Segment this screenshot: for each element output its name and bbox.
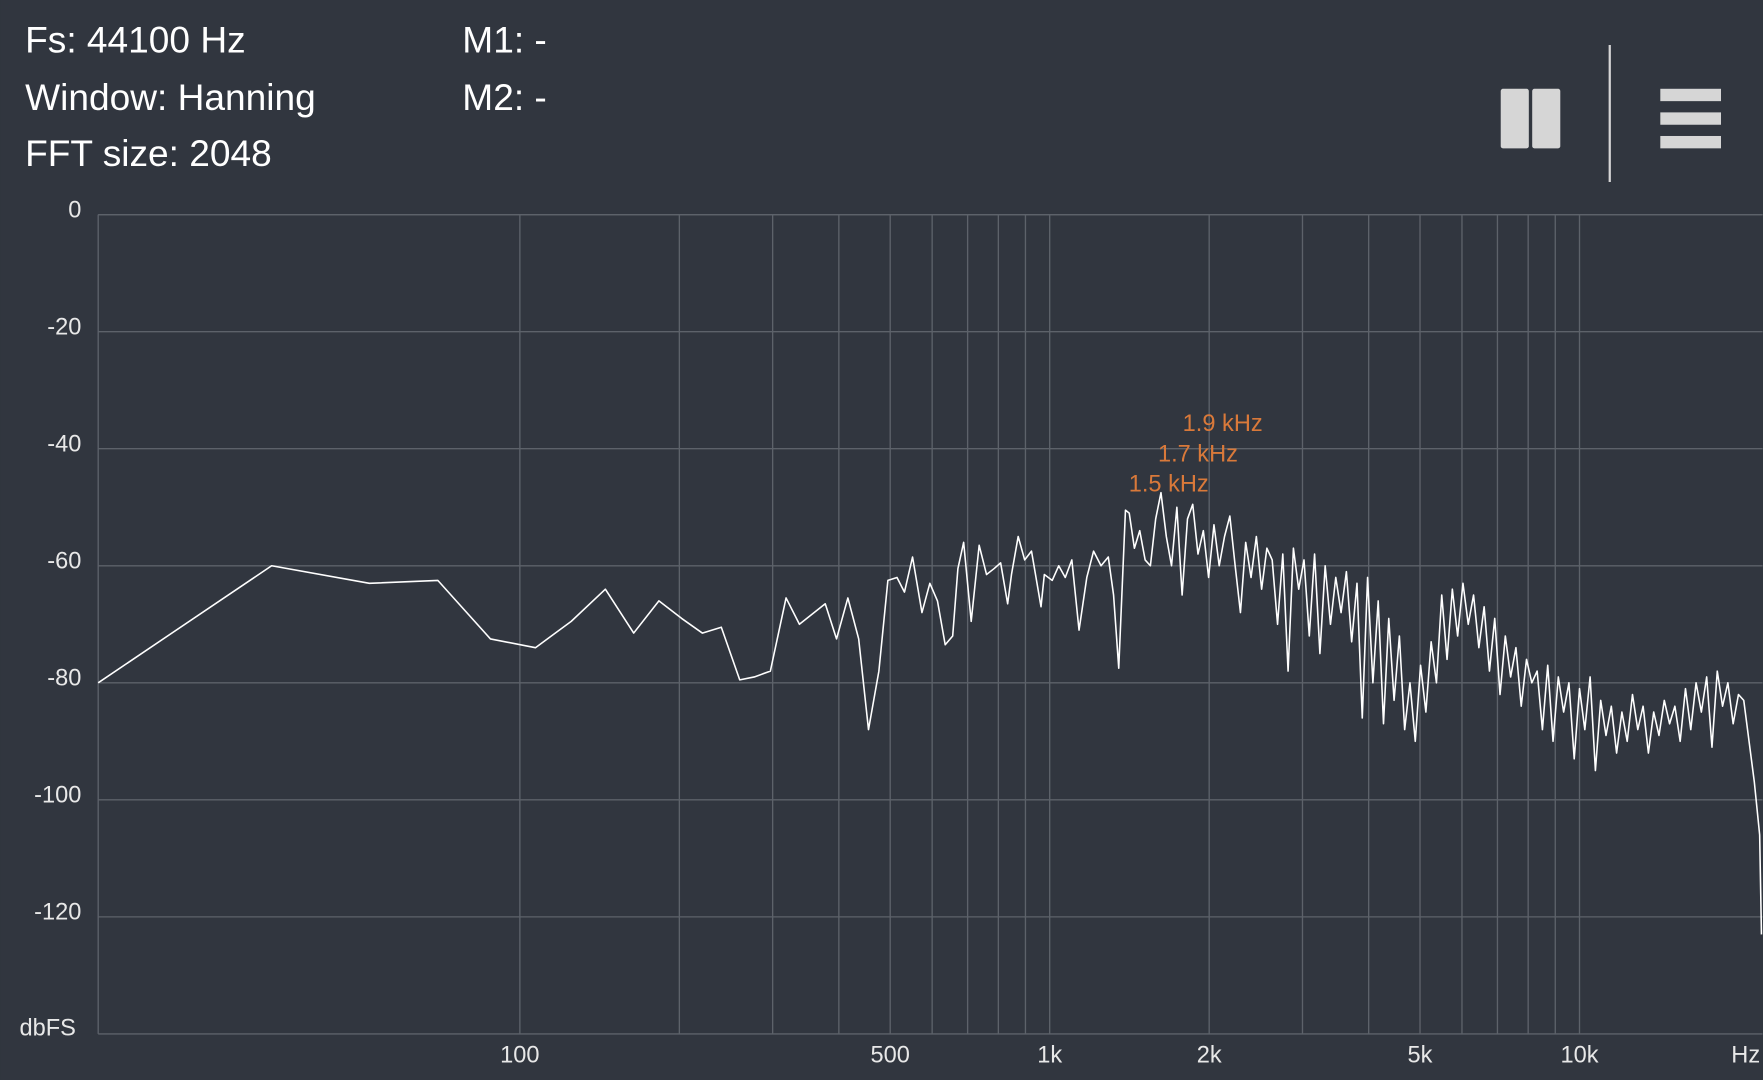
plot: 0 -20 -40 -60 -80 -100 -120 dbFS 100 500 1k 2k 5k 10k… [20, 198, 1763, 1069]
x-tick-label: 5k [1408, 1043, 1433, 1069]
peak-label: 1.9 kHz [1183, 411, 1263, 437]
x-tick-label: 1k [1037, 1043, 1062, 1069]
y-tick-label: 0 [68, 198, 81, 224]
pause-button[interactable] [1500, 88, 1561, 149]
spectrum-line [97, 491, 1763, 935]
peak-label: 1.5 kHz [1129, 472, 1209, 498]
menu-bar [1660, 135, 1722, 149]
y-tick-label: -120 [34, 900, 81, 926]
fs-label: Fs: 44100 Hz [25, 19, 246, 61]
y-tick-label: -100 [34, 783, 81, 809]
y-tick-label: -40 [47, 432, 81, 458]
menu-bar [1660, 112, 1722, 125]
peak-label: 1.7 kHz [1158, 441, 1238, 467]
marker-1-label: M1: - [462, 19, 546, 61]
y-axis-label: dbFS [20, 1016, 76, 1042]
window-label: Window: Hanning [25, 76, 316, 118]
y-tick-label: -20 [47, 315, 81, 341]
menu-bar [1660, 88, 1722, 102]
y-tick-label: -60 [47, 549, 81, 575]
marker-2-label: M2: - [462, 76, 546, 118]
x-tick-label: 100 [500, 1043, 539, 1069]
fft-size-label: FFT size: 2048 [25, 132, 272, 174]
pause-bar [1532, 88, 1561, 149]
x-axis-label: Hz [1731, 1043, 1760, 1069]
y-tick-label: -80 [47, 666, 81, 692]
x-tick-label: 10k [1560, 1043, 1598, 1069]
menu-button[interactable] [1660, 88, 1722, 149]
pause-bar [1500, 88, 1529, 149]
x-tick-label: 2k [1197, 1043, 1222, 1069]
x-tick-label: 500 [871, 1043, 910, 1069]
